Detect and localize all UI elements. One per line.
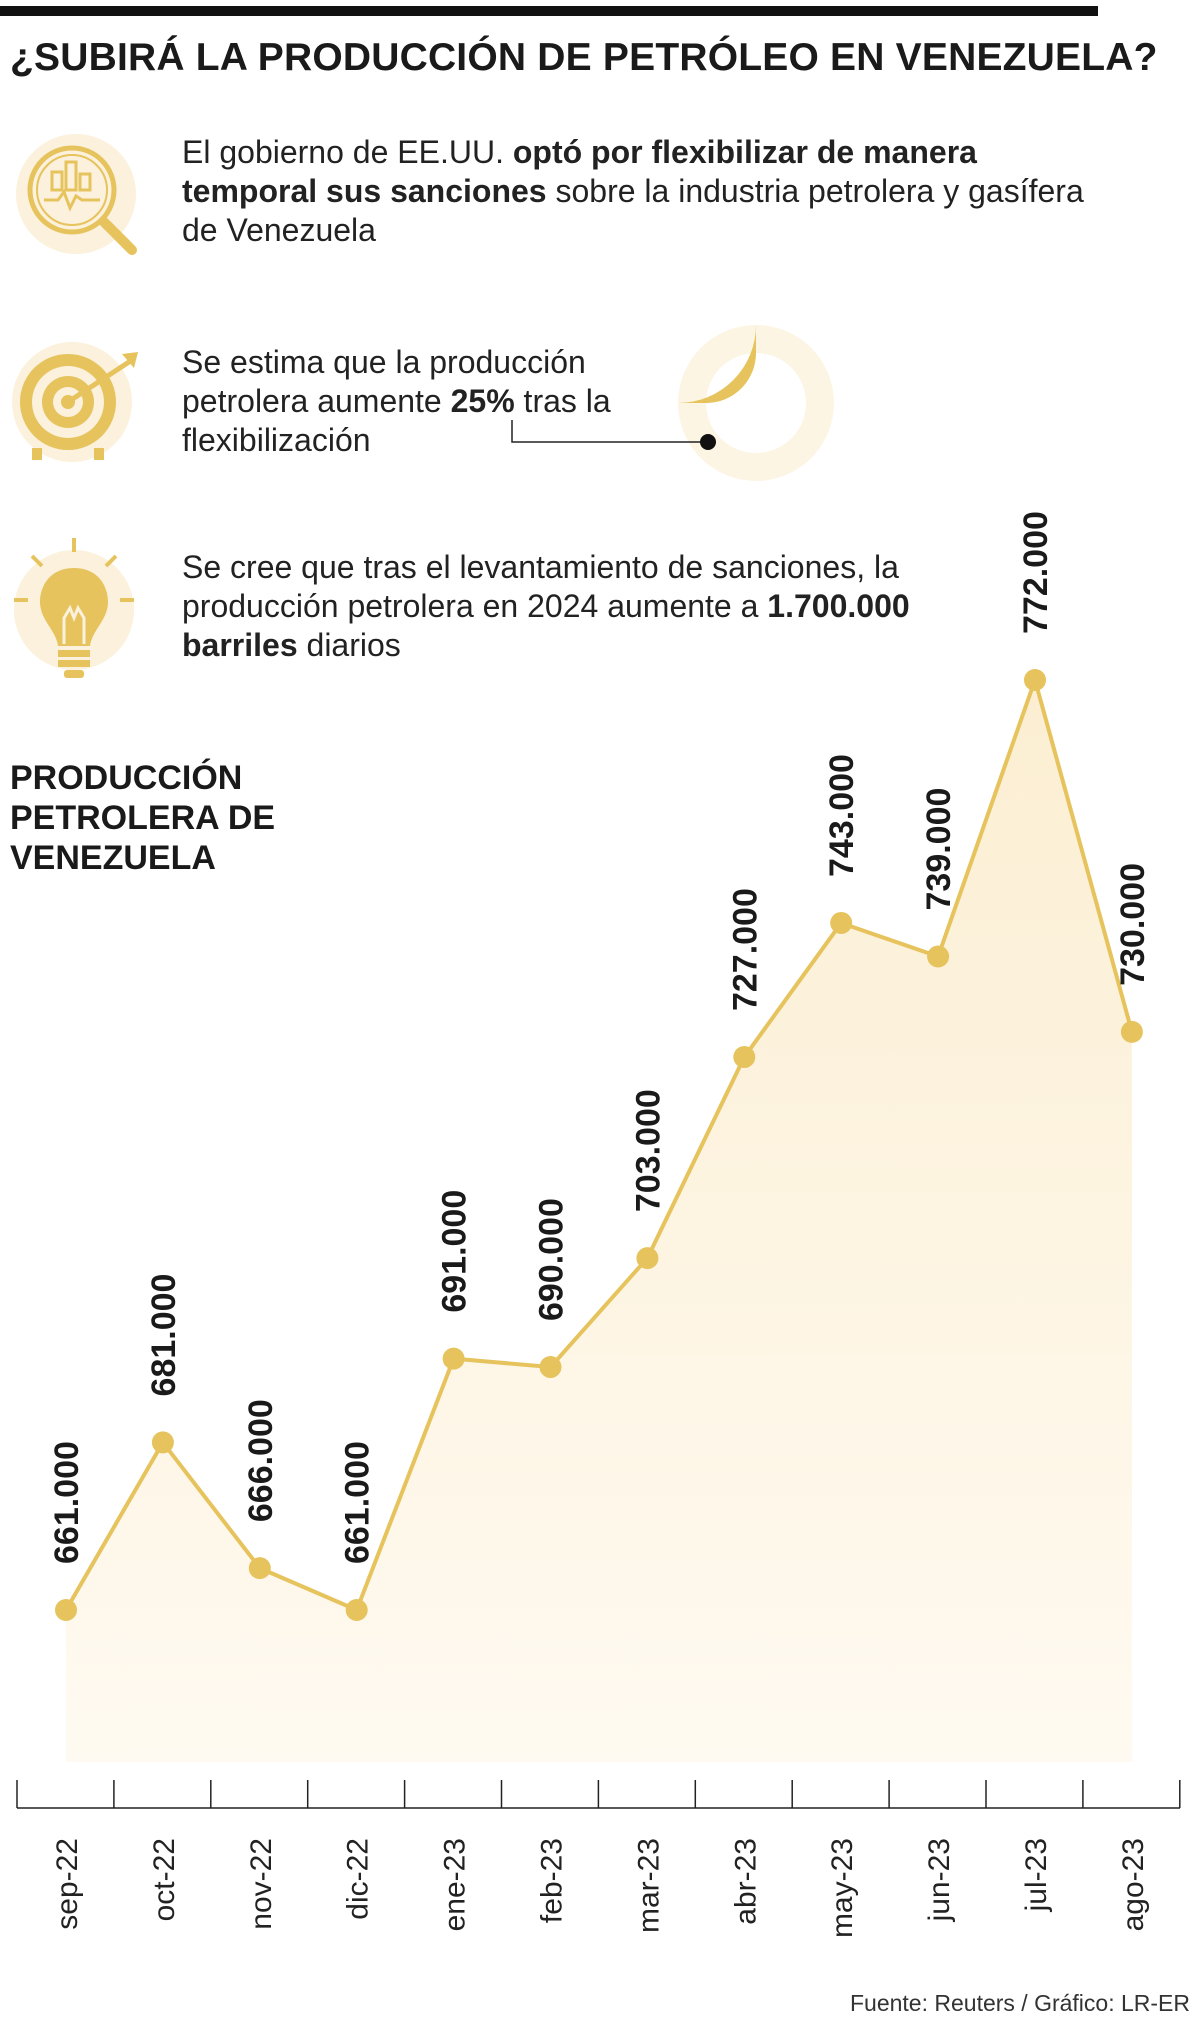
data-point-jul-23: [1024, 669, 1046, 691]
data-label-mar-23: 703.000: [629, 1089, 667, 1212]
magnifier-chart-icon: [16, 134, 137, 255]
x-tick-label-mar-23: mar-23: [632, 1838, 665, 1933]
x-tick-label-oct-22: oct-22: [148, 1838, 181, 1921]
data-point-may-23: [830, 911, 853, 934]
light-bulb-icon: [14, 538, 134, 678]
data-label-jul-23: 772.000: [1017, 511, 1055, 634]
data-point-nov-22: [248, 1557, 271, 1580]
data-point-abr-23: [733, 1046, 756, 1069]
percent-donut-chart: [678, 325, 834, 481]
chart-title: PRODUCCIÓN PETROLERA DE VENEZUELA: [10, 759, 276, 877]
data-point-sep-22: [55, 1599, 77, 1621]
x-tick-label-ago-23: ago-23: [1117, 1838, 1150, 1931]
fact-2024-forecast: Se cree que tras el levantamiento de san…: [182, 549, 910, 663]
fact-increase-estimate: Se estima que la producción petrolera au…: [182, 344, 611, 458]
data-point-feb-23: [539, 1356, 562, 1379]
x-tick-label-nov-22: nov-22: [245, 1838, 278, 1930]
data-label-abr-23: 727.000: [726, 888, 764, 1011]
data-point-dic-22: [345, 1599, 368, 1621]
donut-slice-25: [678, 325, 756, 403]
data-label-nov-22: 666.000: [242, 1399, 280, 1522]
donut-leader-line: [511, 420, 716, 450]
data-point-ene-23: [442, 1347, 465, 1370]
x-tick-label-may-23: may-23: [826, 1838, 859, 1938]
data-label-jun-23: 739.000: [920, 788, 958, 911]
x-tick-label-sep-22: sep-22: [51, 1838, 84, 1930]
source-credit: Fuente: Reuters / Gráfico: LR-ER: [849, 1990, 1190, 2016]
x-tick-label-jul-23: jul-23: [1020, 1838, 1053, 1912]
target-arrow-icon: [12, 342, 138, 462]
x-tick-label-abr-23: abr-23: [729, 1838, 762, 1925]
data-label-ago-23: 730.000: [1114, 863, 1152, 986]
page-title: ¿SUBIRÁ LA PRODUCCIÓN DE PETRÓLEO EN VEN…: [10, 36, 1158, 79]
x-tick-label-jun-23: jun-23: [923, 1838, 956, 1922]
area-fill: [66, 680, 1132, 1762]
data-label-ene-23: 691.000: [436, 1190, 474, 1313]
data-point-jun-23: [927, 945, 950, 968]
data-label-feb-23: 690.000: [533, 1198, 571, 1321]
data-label-sep-22: 661.000: [48, 1441, 86, 1564]
fact-sanctions: El gobierno de EE.UU. optó por flexibili…: [182, 134, 1084, 248]
x-tick-label-dic-22: dic-22: [342, 1838, 375, 1920]
x-tick-label-ene-23: ene-23: [439, 1838, 472, 1931]
data-label-may-23: 743.000: [823, 754, 861, 877]
data-label-oct-22: 681.000: [145, 1274, 183, 1397]
series-line: [64, 678, 1134, 1612]
data-point-ago-23: [1120, 1020, 1143, 1043]
data-point-mar-23: [636, 1247, 659, 1270]
x-tick-label-feb-23: feb-23: [536, 1838, 569, 1923]
top-rule: [0, 6, 1098, 16]
data-label-dic-22: 661.000: [339, 1441, 377, 1564]
data-point-oct-22: [151, 1431, 174, 1454]
